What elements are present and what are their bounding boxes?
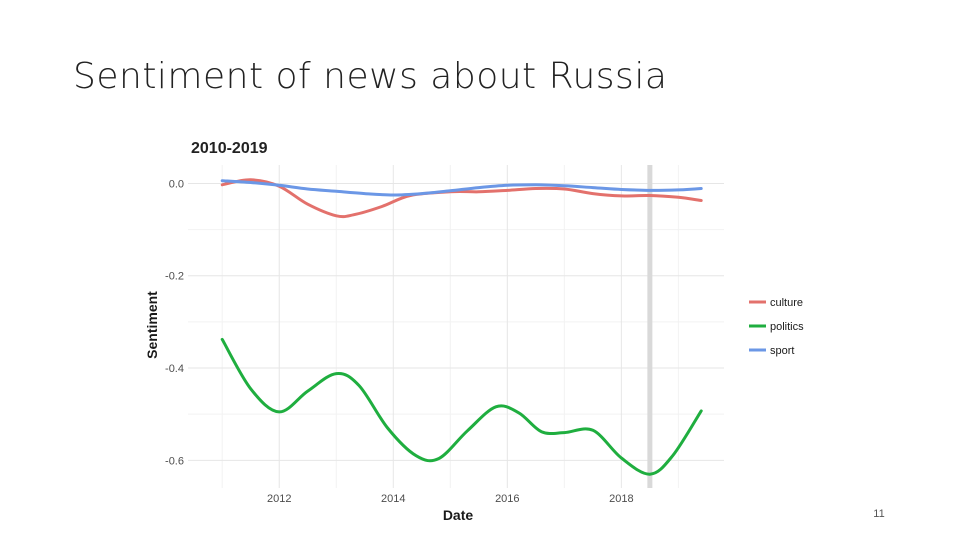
y-axis-title: Sentiment <box>144 291 160 359</box>
y-tick-label: -0.6 <box>165 455 184 467</box>
chart-subtitle: 2010-2019 <box>191 140 268 157</box>
legend-label-sport: sport <box>770 345 794 357</box>
y-axis-ticks: 0.0 -0.2 -0.4 -0.6 <box>165 178 184 467</box>
legend-label-culture: culture <box>770 297 803 309</box>
page-number: 11 <box>873 508 885 520</box>
series-line-sport <box>220 179 703 197</box>
grid <box>188 165 724 488</box>
x-tick-label: 2014 <box>381 493 405 505</box>
x-axis-title: Date <box>443 507 474 523</box>
x-tick-label: 2016 <box>495 493 519 505</box>
y-tick-label: -0.4 <box>165 363 184 375</box>
slide-title: Sentiment of news about Russia <box>73 56 668 97</box>
series-line-culture <box>220 178 703 219</box>
legend-label-politics: politics <box>770 321 804 333</box>
x-tick-label: 2018 <box>609 493 633 505</box>
x-tick-label: 2012 <box>267 493 291 505</box>
y-tick-label: -0.2 <box>165 271 184 283</box>
series-line-politics <box>220 337 703 476</box>
series-lines <box>220 178 703 476</box>
y-tick-label: 0.0 <box>169 178 184 190</box>
legend: culture politics sport <box>749 297 804 357</box>
x-axis-ticks: 2012 2014 2016 2018 <box>267 493 634 505</box>
